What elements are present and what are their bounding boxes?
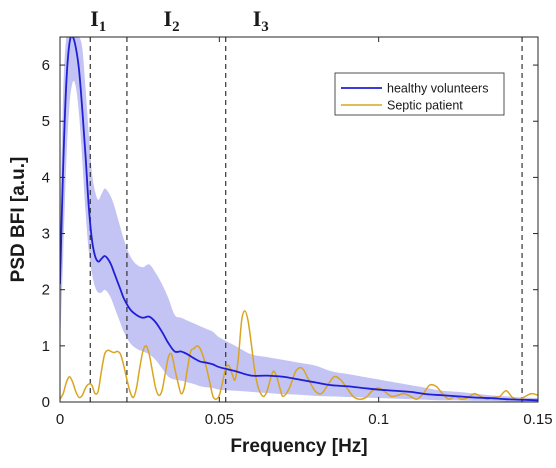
plot-frame <box>59 36 539 403</box>
interval-label-2: I2 <box>164 6 180 35</box>
interval-label-3: I3 <box>253 6 269 35</box>
x-tick-label: 0.1 <box>368 411 389 428</box>
legend: healthy volunteers Septic patient <box>334 72 505 116</box>
y-axis-title: PSD BFI [a.u.] <box>8 157 29 283</box>
x-tick-label: 0.15 <box>523 411 552 428</box>
y-tick-label: 5 <box>42 113 50 130</box>
y-tick-label: 6 <box>42 57 50 74</box>
y-tick-label: 4 <box>42 169 50 186</box>
x-tick-label: 0.05 <box>205 411 234 428</box>
y-tick-label: 3 <box>42 226 50 243</box>
series-lines-layer <box>60 37 538 402</box>
interval-label-1: I1 <box>90 6 106 35</box>
y-tick-label: 0 <box>42 394 50 411</box>
x-axis-title: Frequency [Hz] <box>230 436 367 457</box>
legend-box <box>334 72 505 116</box>
x-tick-label: 0 <box>56 411 64 428</box>
interval-labels-layer: I1 I2 I3 <box>90 6 269 35</box>
legend-label-healthy-volunteers: healthy volunteers <box>387 82 488 96</box>
septic-patient-line <box>60 310 538 401</box>
legend-label-septic-patient: Septic patient <box>387 99 463 113</box>
healthy-volunteers-line <box>60 37 538 402</box>
y-tick-label: 1 <box>42 338 50 355</box>
y-tick-label: 2 <box>42 282 50 299</box>
axis-ticks-layer: 0 0.05 0.1 0.15 0 1 2 3 4 5 6 <box>42 37 553 428</box>
